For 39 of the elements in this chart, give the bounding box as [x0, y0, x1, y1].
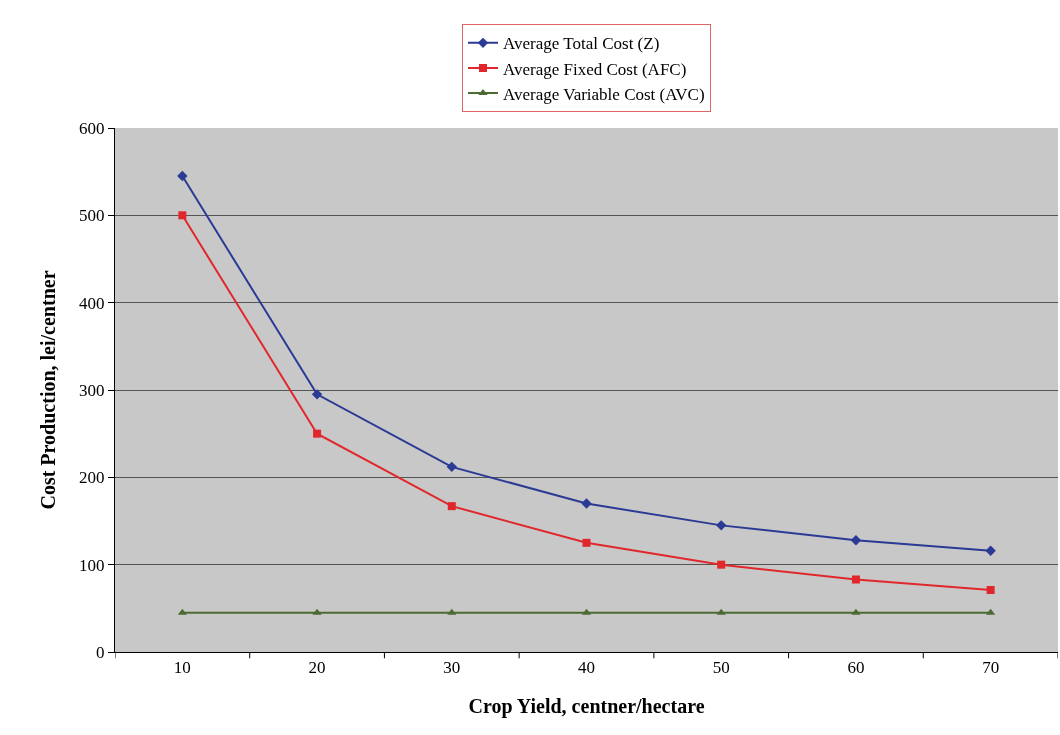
x-tick-label: 30: [443, 658, 461, 678]
point: [313, 429, 322, 438]
point: [986, 585, 995, 594]
point: [851, 575, 860, 584]
legend-label: Average Total Cost (Z): [503, 34, 660, 54]
point: [177, 170, 188, 182]
point: [851, 608, 861, 615]
legend-label: Average Fixed Cost (AFC): [503, 59, 687, 79]
y-tick-label: 500: [79, 206, 105, 226]
x-tick-label: 20: [308, 658, 326, 678]
point: [312, 608, 322, 615]
y-axis-title: Cost Production, lei/centner: [36, 270, 59, 510]
point: [850, 535, 862, 546]
x-tick-label: 60: [847, 658, 865, 678]
point: [178, 211, 187, 220]
point: [311, 389, 323, 400]
point: [447, 502, 456, 511]
point: [581, 498, 592, 509]
point: [716, 520, 727, 531]
point: [717, 560, 726, 569]
x-tick-label: 50: [712, 658, 730, 678]
y-tick-label: 0: [96, 642, 105, 662]
y-tick-label: 200: [79, 468, 105, 488]
point: [447, 608, 457, 615]
y-tick-label: 400: [79, 293, 105, 313]
y-tick-label: 300: [79, 380, 105, 400]
point: [177, 608, 187, 615]
point: [986, 608, 996, 615]
x-tick-label: 70: [982, 658, 1000, 678]
point: [582, 538, 591, 547]
point: [985, 545, 996, 556]
x-axis-title: Crop Yield, centner/hectare: [468, 694, 705, 718]
y-tick-label: 600: [79, 118, 105, 138]
legend-label: Average Variable Cost (AVC): [503, 84, 705, 104]
point: [446, 461, 457, 473]
y-tick-label: 100: [79, 555, 105, 575]
point: [716, 608, 726, 615]
x-tick-label: 10: [173, 658, 191, 678]
x-tick-label: 40: [578, 658, 595, 678]
